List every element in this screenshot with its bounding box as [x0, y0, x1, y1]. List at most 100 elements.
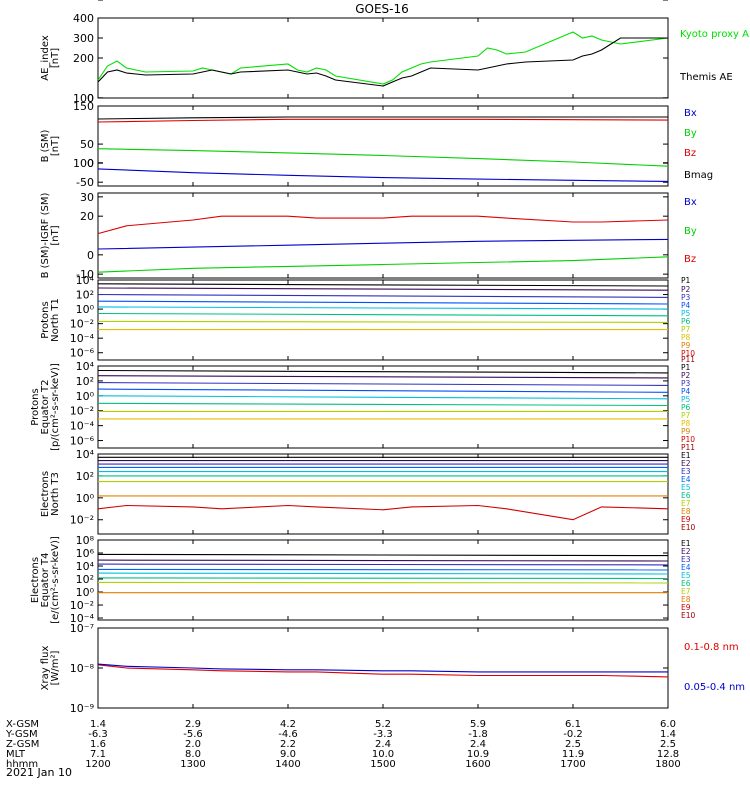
y-axis-label: B (SM): [40, 129, 51, 162]
series-line-bx: [97, 168, 669, 182]
panel-frame: [97, 539, 669, 621]
footer-row-label: MLT: [6, 749, 26, 760]
legend-entry: E10: [681, 523, 696, 532]
footer-value: 7.1: [90, 749, 106, 760]
y-tick-label: 50: [80, 138, 94, 151]
footer-value: 10.9: [467, 749, 489, 760]
legend-entry: 0.05-0.4 nm: [684, 682, 745, 693]
legend-entry: Bmag: [684, 170, 713, 181]
y-axis-label: [W/m²]: [50, 650, 61, 685]
legend-entry: P5: [681, 395, 691, 404]
y-tick-label: 10⁻⁸: [70, 662, 95, 675]
legend-entry: Kyoto proxy AE: [680, 29, 750, 40]
footer-value: -3.3: [373, 729, 393, 740]
y-tick-label: 10⁻²: [70, 318, 94, 331]
y-tick-label: 10⁸: [76, 534, 95, 547]
footer-value: 1.4: [660, 729, 676, 740]
legend-entry: P3: [681, 379, 691, 388]
legend-entry: E1: [681, 539, 691, 548]
footer-value: 6.1: [565, 719, 581, 730]
series-line-by: [97, 148, 669, 167]
legend-entry: Themis AE: [679, 72, 733, 83]
legend-entry: E7: [681, 499, 691, 508]
y-tick-label: 10⁻⁶: [70, 347, 95, 360]
y-tick-label: 150: [73, 100, 94, 113]
series-line-bz: [97, 215, 669, 235]
y-tick-label: 0: [87, 157, 94, 170]
footer-value: 4.2: [280, 719, 296, 730]
y-tick-label: 10⁻⁶: [70, 435, 95, 448]
y-tick-label: 100: [73, 92, 94, 105]
y-tick-label: 10²: [76, 573, 94, 586]
legend-entry: E6: [681, 491, 691, 500]
footer-value: -4.6: [278, 729, 298, 740]
y-tick-label: 10⁶: [76, 547, 95, 560]
series-line-themis-ae: [97, 37, 668, 87]
panel-5: 10⁴ 10² 10⁰ 10⁻² 10⁻⁴ 10⁻⁶ Protons Equator T2 [p…: [30, 360, 695, 452]
series-line-p4: [97, 300, 669, 305]
footer-value: 8.0: [185, 749, 201, 760]
footer-value: 5.2: [375, 719, 391, 730]
footer-value: 1300: [180, 759, 205, 770]
legend-entry: E1: [681, 451, 691, 460]
legend-entry: E3: [681, 555, 691, 564]
legend-entry: P8: [681, 419, 691, 428]
series-line-bx: [97, 238, 669, 250]
series-line-0-1-0-8-nm: [97, 664, 669, 678]
legend-entry: E10: [681, 611, 696, 620]
footer-value: 1700: [560, 759, 585, 770]
legend-entry: P1: [681, 276, 691, 285]
legend-entry: P9: [681, 427, 691, 436]
figure-title: GOES-16: [355, 2, 409, 16]
footer-value: 1600: [465, 759, 490, 770]
footer-value: 2.9: [185, 719, 201, 730]
legend-entry: P2: [681, 285, 691, 294]
series-line-p5: [97, 306, 669, 310]
y-axis-label: Protons: [30, 388, 41, 425]
legend-entry: Bx: [684, 108, 697, 119]
y-axis-label: [p/(cm²-s-sr-keV)]: [50, 363, 61, 451]
series-line-0-05-0-4-nm: [97, 663, 668, 673]
legend-entry: P9: [681, 341, 691, 350]
legend-entry: P6: [681, 317, 691, 326]
legend-entry: Bx: [684, 197, 697, 208]
series-line-kyoto-proxy-ae: [97, 31, 669, 85]
panel-8: 10⁻⁷ 10⁻⁸ 10⁻⁹ Xray flux [W/m²] 0.1-0.8 nm 0.0…: [40, 622, 745, 715]
panel-frame: [97, 453, 669, 535]
legend-entry: E9: [681, 603, 691, 612]
series-line-e2: [97, 559, 669, 562]
y-tick-label: 10⁰: [76, 586, 95, 599]
legend-entry: P4: [681, 387, 691, 396]
y-axis-label: Equator T2: [40, 380, 51, 435]
legend-entry: By: [684, 128, 697, 139]
date-label: 2021 Jan 10: [6, 766, 72, 779]
y-tick-label: 0: [87, 92, 94, 105]
series-line-p3: [97, 293, 669, 298]
footer-value: -6.3: [88, 729, 108, 740]
y-axis-label: Xray flux: [40, 646, 51, 691]
y-tick-label: -50: [76, 176, 94, 189]
series-line-e9: [97, 504, 669, 521]
footer-row-label: X-GSM: [6, 719, 39, 730]
y-tick-label: 10²: [76, 375, 94, 388]
y-axis-label: AE_index: [40, 35, 51, 81]
y-axis-label: Equator T4: [40, 553, 51, 608]
y-tick-label: 10⁰: [76, 390, 95, 403]
series-line-p3: [97, 382, 669, 386]
y-axis-label: Electrons: [40, 471, 51, 517]
legend-entry: E6: [681, 579, 691, 588]
y-tick-label: 10⁻²: [70, 405, 94, 418]
legend-entry: E3: [681, 467, 691, 476]
footer-value: 2.2: [280, 739, 296, 750]
legend-entry: E2: [681, 459, 691, 468]
y-axis-label: North T1: [50, 298, 61, 342]
legend-entry: P11: [681, 355, 695, 364]
series-line-e1: [97, 553, 669, 557]
legend-entry: P2: [681, 371, 691, 380]
legend-entry: E9: [681, 515, 691, 524]
y-tick-label: 10⁻⁴: [70, 612, 95, 625]
series-line-p1: [97, 283, 669, 287]
series-line-p2: [97, 287, 669, 291]
legend-entry: P6: [681, 403, 691, 412]
